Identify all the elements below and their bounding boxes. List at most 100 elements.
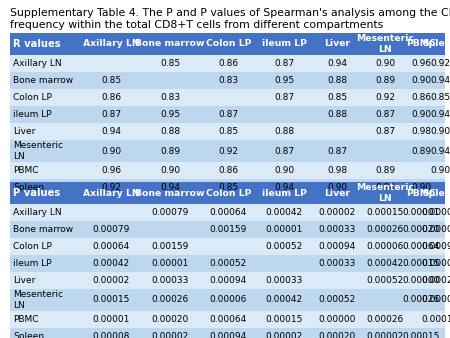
Text: 0.90: 0.90 [430,166,450,175]
Text: 0.00026: 0.00026 [366,315,404,324]
Bar [82,311,140,328]
Bar [435,89,445,106]
Bar [10,55,82,72]
Bar [363,89,407,106]
Bar [311,123,363,140]
Bar [140,255,200,272]
Bar [82,182,140,204]
Bar [257,238,311,255]
Text: 0.92: 0.92 [219,146,238,155]
Bar [82,55,140,72]
Bar [407,238,435,255]
Text: Bone marrow: Bone marrow [135,40,205,48]
Text: 0.00015: 0.00015 [402,259,440,268]
Bar [82,106,140,123]
Bar [435,255,445,272]
Bar [140,106,200,123]
Bar [257,289,311,311]
Bar [200,328,257,338]
Text: 0.00002: 0.00002 [319,208,356,217]
Text: 0.00052: 0.00052 [319,295,356,305]
Text: 0.00026: 0.00026 [366,225,404,234]
Text: Axillary LN: Axillary LN [13,208,62,217]
Bar [257,182,311,204]
Bar [140,272,200,289]
Text: Colon LP: Colon LP [206,189,251,197]
Bar [257,140,311,162]
Text: ileum LP: ileum LP [261,189,306,197]
Text: 0.86: 0.86 [411,93,431,102]
Bar [200,55,257,72]
Text: 0.00033: 0.00033 [318,225,356,234]
Bar [140,182,200,204]
Text: 0.00000: 0.00000 [318,315,356,324]
Bar [257,72,311,89]
Bar [82,255,140,272]
Bar [407,162,435,179]
Bar [407,182,435,204]
Text: 0.90: 0.90 [327,183,347,192]
Text: 0.90: 0.90 [274,166,294,175]
Bar [257,179,311,196]
Text: Spleen: Spleen [422,40,450,48]
Bar [363,204,407,221]
Text: 0.00052: 0.00052 [210,259,247,268]
Text: 0.92: 0.92 [430,59,450,68]
Bar [257,123,311,140]
Bar [407,221,435,238]
Text: 0.00159: 0.00159 [151,242,189,251]
Bar [311,162,363,179]
Text: 0.90: 0.90 [375,59,395,68]
Bar [257,106,311,123]
Bar [200,123,257,140]
Bar [435,204,445,221]
Text: 0.92: 0.92 [101,183,121,192]
Text: ileum LP: ileum LP [13,259,52,268]
Bar [10,162,82,179]
Bar [435,55,445,72]
Bar [435,328,445,338]
Text: 0.00042: 0.00042 [266,208,302,217]
Text: 0.89: 0.89 [375,76,395,85]
Bar [311,182,363,204]
Bar [363,255,407,272]
Bar [435,311,445,328]
Text: 0.00015: 0.00015 [421,315,450,324]
Bar [311,328,363,338]
Bar [257,311,311,328]
Text: ileum LP: ileum LP [261,40,306,48]
Bar [257,55,311,72]
Text: 0.89: 0.89 [160,146,180,155]
Bar [82,179,140,196]
Text: 0.94: 0.94 [101,127,121,136]
Text: 0.00094: 0.00094 [210,332,247,338]
Bar [140,55,200,72]
Text: 0.00001: 0.00001 [92,315,130,324]
Text: 0.94: 0.94 [274,183,294,192]
Bar [363,72,407,89]
Text: 0.90: 0.90 [101,146,121,155]
Bar [363,123,407,140]
Bar [363,272,407,289]
Bar [200,179,257,196]
Bar [435,72,445,89]
Text: 0.87: 0.87 [375,127,395,136]
Text: Spleen: Spleen [13,183,44,192]
Bar [200,311,257,328]
Bar [200,289,257,311]
Bar [200,255,257,272]
Text: Liver: Liver [13,276,36,285]
Text: 0.00015: 0.00015 [92,295,130,305]
Text: 0.87: 0.87 [327,146,347,155]
Bar [10,221,82,238]
Bar [200,89,257,106]
Text: 0.88: 0.88 [274,127,294,136]
Bar [140,162,200,179]
Bar [407,255,435,272]
Text: 0.85: 0.85 [218,127,239,136]
Bar [407,204,435,221]
Bar [200,204,257,221]
Text: Mesenteric
LN: Mesenteric LN [356,34,414,54]
Bar [407,140,435,162]
Bar [435,221,445,238]
